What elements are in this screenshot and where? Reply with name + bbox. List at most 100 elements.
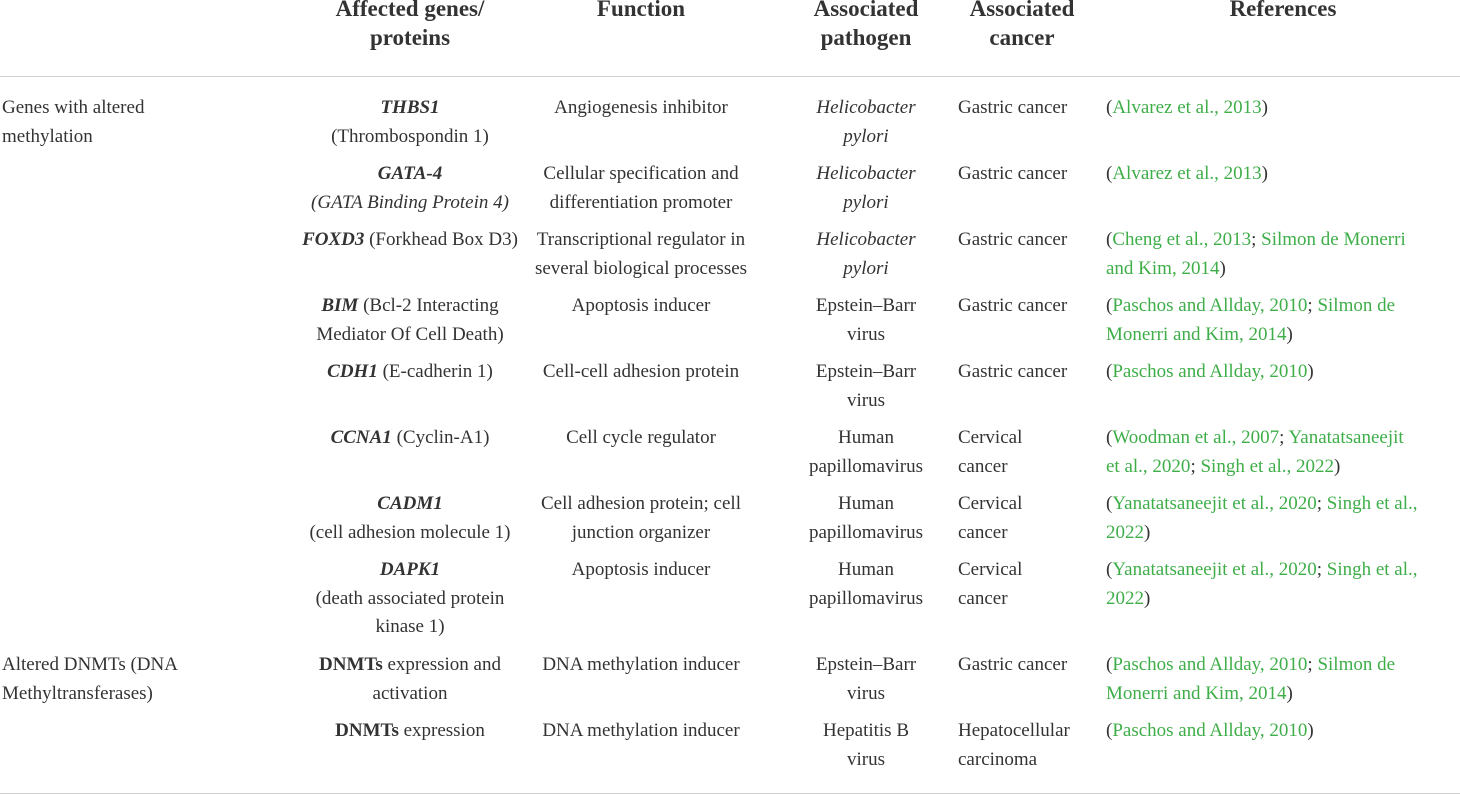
table-bottom-rule <box>0 793 1460 794</box>
reference-punct: ) <box>1286 682 1293 704</box>
reference-link[interactable]: Yanatatsaneejit <box>1288 427 1404 448</box>
pathogen-text: papillomavirus <box>809 587 923 609</box>
references-cell: (Alvarez et al., 2013) <box>1106 94 1458 123</box>
function-text: Cellular specification and <box>543 163 739 184</box>
reference-link[interactable]: Alvarez et al., 2013 <box>1112 163 1262 184</box>
reference-link[interactable]: Singh et al., <box>1326 559 1418 580</box>
cancer-text: Cervical <box>958 559 1023 580</box>
gene-name: CDH1 <box>327 361 378 382</box>
gene-description: kinase 1) <box>375 616 445 637</box>
cancer-cell: Gastric cancer <box>958 358 1098 387</box>
gene-name: CCNA1 <box>330 427 392 448</box>
cancer-cell: Gastric cancer <box>958 226 1098 255</box>
gene-description: Mediator Of Cell Death) <box>316 323 504 345</box>
pathogen-text: papillomavirus <box>809 455 923 477</box>
reference-punct: ( <box>1106 493 1113 514</box>
pathogen-text: Human <box>838 559 894 580</box>
pathogen-text: pylori <box>843 257 889 279</box>
gene-line: FOXD3 (Forkhead Box D3) <box>234 226 586 255</box>
reference-link[interactable]: Alvarez et al., 2013 <box>1112 97 1262 118</box>
reference-link[interactable]: Yanatatsaneejit et al., 2020 <box>1112 493 1317 514</box>
header-associated-cancer: Associated cancer <box>969 0 1075 50</box>
pathogen-cell: Hepatitis B virus <box>794 717 938 774</box>
reference-punct: ; <box>1316 559 1327 580</box>
reference-line: (Paschos and Allday, 2010; Silmon de <box>1106 651 1458 680</box>
cancer-text: cancer <box>958 455 1008 477</box>
function-cell: Angiogenesis inhibitor <box>497 94 785 123</box>
reference-punct: ( <box>1106 654 1113 675</box>
reference-punct: ( <box>1106 559 1113 580</box>
reference-punct: ) <box>1219 257 1226 279</box>
pathogen-text: Epstein–Barr <box>815 361 917 382</box>
gene-line: CADM1 <box>234 490 586 519</box>
cancer-text: Gastric cancer <box>958 97 1068 118</box>
gene-line: DNMTs expression <box>234 717 586 746</box>
reference-line: 2022) <box>1106 519 1458 548</box>
pathogen-text: pylori <box>843 125 889 147</box>
function-text: Transcriptional regulator in <box>536 229 746 250</box>
cancer-text: Hepatocellular <box>958 720 1070 741</box>
gene-name: FOXD3 <box>302 229 365 250</box>
reference-link[interactable]: Paschos and Allday, 2010 <box>1112 720 1308 741</box>
gene-description: (cell adhesion molecule 1) <box>309 521 511 543</box>
reference-punct: ( <box>1106 229 1113 250</box>
pathogen-text: Helicobacter <box>816 97 916 118</box>
reference-punct: ; <box>1251 229 1262 250</box>
reference-link[interactable]: Yanatatsaneejit et al., 2020 <box>1112 559 1317 580</box>
reference-line: 2022) <box>1106 585 1458 614</box>
gene-cell: CADM1 (cell adhesion molecule 1) <box>234 490 586 547</box>
function-cell: DNA methylation inducer <box>497 651 785 680</box>
reference-link[interactable]: Monerri and Kim, 2014 <box>1106 682 1287 704</box>
header-divider <box>0 76 1460 77</box>
reference-punct: ; <box>1307 654 1318 675</box>
reference-link[interactable]: Singh et al., <box>1326 493 1418 514</box>
function-cell: Apoptosis inducer <box>497 292 785 321</box>
function-cell: DNA methylation inducer <box>497 717 785 746</box>
reference-punct: ; <box>1307 295 1318 316</box>
function-text: several biological processes <box>534 257 748 279</box>
gene-cell: CCNA1 (Cyclin-A1) <box>234 424 586 453</box>
cancer-text: carcinoma <box>958 748 1038 770</box>
pathogen-text: Hepatitis B <box>822 720 910 741</box>
reference-line: (Yanatatsaneejit et al., 2020; Singh et … <box>1106 490 1458 519</box>
header-function: Function <box>596 0 686 21</box>
header-associated-pathogen: Associated pathogen <box>813 0 919 50</box>
gene-description: (death associated protein <box>315 587 505 609</box>
gene-name: GATA-4 <box>377 163 443 184</box>
gene-description: (Forkhead Box D3) <box>364 229 518 250</box>
reference-link[interactable]: Monerri and Kim, 2014 <box>1106 323 1287 345</box>
cancer-cell: Cervical cancer <box>958 556 1098 613</box>
reference-punct: ; <box>1279 427 1289 448</box>
gene-cell: DNMTs expression <box>234 717 586 746</box>
reference-link[interactable]: Woodman et al., 2007 <box>1112 427 1280 448</box>
reference-punct: ; <box>1316 493 1327 514</box>
reference-link[interactable]: Paschos and Allday, 2010 <box>1112 654 1308 675</box>
pathogen-text: pylori <box>843 191 889 213</box>
gene-cell: DAPK1 (death associated protein kinase 1) <box>234 556 586 642</box>
reference-punct: ( <box>1106 720 1113 741</box>
reference-line: (Woodman et al., 2007; Yanatatsaneejit <box>1106 424 1458 453</box>
reference-link[interactable]: 2022 <box>1106 521 1144 543</box>
reference-line: (Yanatatsaneejit et al., 2020; Singh et … <box>1106 556 1458 585</box>
reference-link[interactable]: Paschos and Allday, 2010 <box>1112 295 1308 316</box>
reference-line: Monerri and Kim, 2014) <box>1106 680 1458 709</box>
gene-name: DNMTs <box>335 720 399 741</box>
cancer-text: Gastric cancer <box>958 295 1068 316</box>
reference-link[interactable]: and Kim, 2014 <box>1106 257 1220 279</box>
reference-link[interactable]: Silmon de <box>1317 295 1396 316</box>
function-cell: Cell-cell adhesion protein <box>497 358 785 387</box>
reference-link[interactable]: Cheng et al., 2013 <box>1112 229 1252 250</box>
reference-punct: ) <box>1307 361 1314 382</box>
reference-line: and Kim, 2014) <box>1106 255 1458 284</box>
reference-link[interactable]: Singh et al., 2022 <box>1200 455 1334 477</box>
reference-punct: ( <box>1106 361 1113 382</box>
references-cell: (Yanatatsaneejit et al., 2020; Singh et … <box>1106 490 1458 547</box>
reference-punct: ( <box>1106 295 1113 316</box>
gene-cell: CDH1 (E-cadherin 1) <box>234 358 586 387</box>
reference-link[interactable]: 2022 <box>1106 587 1144 609</box>
reference-link[interactable]: et al., 2020 <box>1106 455 1191 477</box>
cancer-cell: Cervical cancer <box>958 424 1098 481</box>
reference-link[interactable]: Silmon de <box>1317 654 1396 675</box>
reference-link[interactable]: Silmon de Monerri <box>1261 229 1406 250</box>
reference-link[interactable]: Paschos and Allday, 2010 <box>1112 361 1308 382</box>
